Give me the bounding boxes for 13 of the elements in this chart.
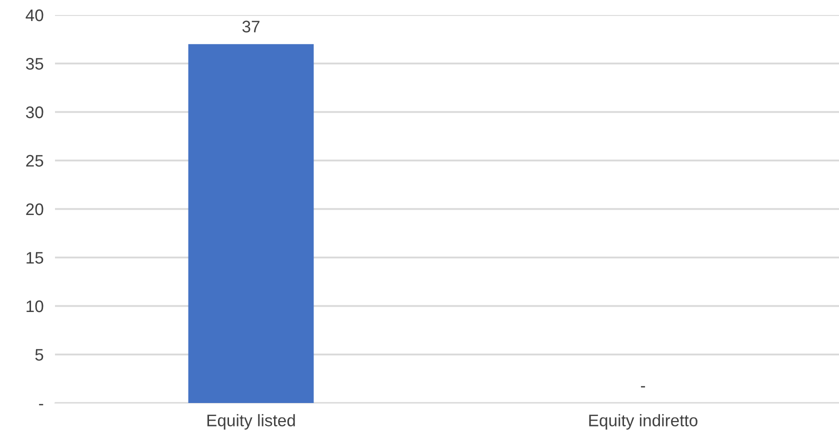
y-tick-label: 5: [35, 349, 44, 361]
y-tick-label: -: [39, 404, 44, 406]
x-tick-label: Equity listed: [207, 414, 295, 430]
y-tick-label: 20: [26, 203, 44, 216]
y-tick-label: 15: [26, 252, 44, 264]
y-tick-label: 10: [26, 300, 44, 312]
y-tick-label: 35: [26, 58, 44, 70]
x-tick-label: Equity indiretto: [589, 414, 698, 430]
y-tick-label: 40: [26, 9, 44, 22]
y-tick-label: 30: [26, 106, 44, 118]
y-tick-label: 25: [26, 154, 44, 167]
data-label: 37: [242, 20, 260, 32]
data-label: -: [640, 386, 646, 388]
